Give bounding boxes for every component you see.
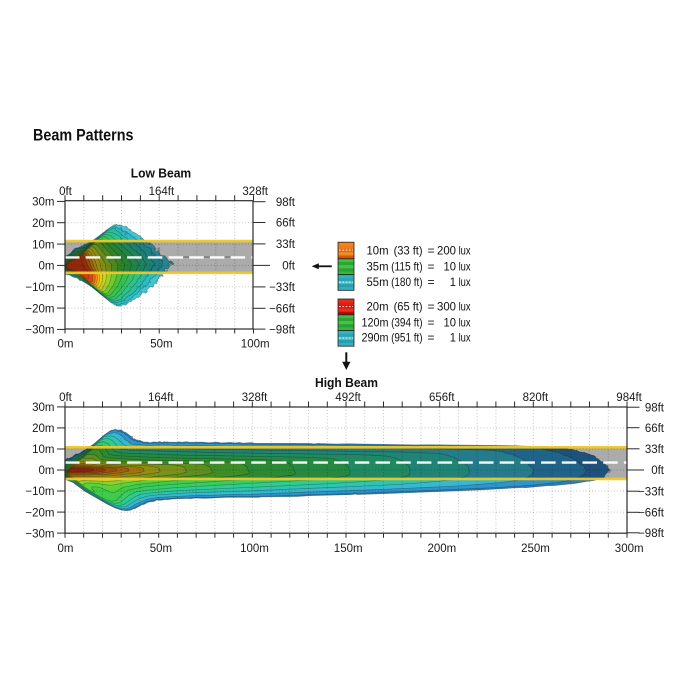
svg-text:0m: 0m [39, 465, 55, 477]
svg-text:328ft: 328ft [242, 186, 268, 198]
svg-text:(180 ft): (180 ft) [391, 275, 423, 289]
svg-text:=: = [428, 315, 435, 329]
svg-text:−33ft: −33ft [269, 282, 296, 294]
svg-text:−20m: −20m [25, 303, 54, 315]
svg-text:1: 1 [450, 331, 456, 345]
svg-text:High Beam: High Beam [315, 375, 378, 390]
svg-text:=: = [428, 260, 435, 274]
svg-text:−98ft: −98ft [638, 528, 665, 540]
svg-text:50m: 50m [150, 339, 172, 351]
svg-text:lux: lux [459, 260, 471, 274]
svg-text:10m: 10m [367, 244, 389, 258]
svg-text:0ft: 0ft [59, 186, 73, 198]
svg-text:10: 10 [444, 315, 457, 329]
svg-text:98ft: 98ft [276, 197, 296, 209]
svg-text:300m: 300m [615, 543, 644, 555]
svg-text:=: = [428, 331, 435, 345]
svg-text:10: 10 [444, 260, 457, 274]
svg-text:200m: 200m [428, 543, 457, 555]
svg-text:98ft: 98ft [645, 402, 665, 414]
svg-text:−30m: −30m [25, 325, 54, 337]
svg-text:0m: 0m [39, 261, 55, 273]
svg-text:35m: 35m [367, 260, 389, 274]
svg-text:656ft: 656ft [429, 392, 455, 404]
svg-text:0ft: 0ft [651, 465, 665, 477]
svg-text:(33 ft): (33 ft) [394, 244, 423, 258]
svg-text:(65 ft): (65 ft) [394, 300, 423, 314]
svg-text:0ft: 0ft [59, 392, 73, 404]
svg-text:10m: 10m [32, 444, 54, 456]
svg-text:(394 ft): (394 ft) [391, 315, 423, 329]
svg-text:lux: lux [459, 275, 471, 289]
svg-text:250m: 250m [521, 543, 550, 555]
svg-text:lux: lux [459, 315, 471, 329]
svg-text:−10m: −10m [25, 282, 54, 294]
svg-text:20m: 20m [32, 423, 54, 435]
svg-text:10m: 10m [32, 239, 54, 251]
svg-text:−30m: −30m [25, 528, 54, 540]
svg-text:−20m: −20m [25, 507, 54, 519]
svg-text:lux: lux [459, 244, 471, 258]
svg-text:−66ft: −66ft [269, 304, 296, 316]
svg-text:30m: 30m [32, 402, 54, 414]
svg-text:30m: 30m [32, 197, 54, 209]
svg-text:−98ft: −98ft [269, 324, 296, 336]
svg-text:820ft: 820ft [523, 392, 549, 404]
svg-text:Low Beam: Low Beam [131, 166, 192, 181]
svg-text:50m: 50m [150, 543, 172, 555]
svg-text:200: 200 [437, 244, 456, 258]
svg-text:100m: 100m [240, 543, 269, 555]
svg-text:0ft: 0ft [282, 261, 296, 273]
svg-text:20m: 20m [367, 300, 389, 314]
svg-text:lux: lux [459, 331, 471, 345]
svg-text:1: 1 [450, 275, 456, 289]
svg-text:55m: 55m [367, 275, 389, 289]
svg-text:66ft: 66ft [276, 218, 296, 230]
svg-text:0m: 0m [58, 339, 74, 351]
svg-text:164ft: 164ft [149, 186, 175, 198]
svg-text:164ft: 164ft [148, 392, 174, 404]
svg-text:492ft: 492ft [335, 392, 361, 404]
svg-text:−33ft: −33ft [638, 486, 665, 498]
svg-text:(115 ft): (115 ft) [391, 260, 423, 274]
svg-text:Beam Patterns: Beam Patterns [33, 126, 134, 145]
svg-text:66ft: 66ft [645, 423, 665, 435]
svg-text:=: = [428, 244, 435, 258]
svg-text:−66ft: −66ft [638, 508, 665, 520]
svg-text:0m: 0m [58, 543, 74, 555]
svg-text:=: = [428, 275, 435, 289]
svg-text:=: = [428, 300, 435, 314]
svg-text:lux: lux [459, 300, 471, 314]
svg-text:33ft: 33ft [276, 239, 296, 251]
svg-text:33ft: 33ft [645, 444, 665, 456]
svg-text:20m: 20m [32, 218, 54, 230]
svg-text:290m: 290m [362, 331, 389, 345]
svg-text:−10m: −10m [25, 486, 54, 498]
svg-text:328ft: 328ft [242, 392, 268, 404]
svg-text:984ft: 984ft [616, 392, 642, 404]
svg-text:150m: 150m [334, 543, 363, 555]
svg-text:300: 300 [437, 300, 456, 314]
svg-text:120m: 120m [362, 315, 389, 329]
svg-text:(951 ft): (951 ft) [391, 331, 423, 345]
svg-text:100m: 100m [241, 339, 270, 351]
